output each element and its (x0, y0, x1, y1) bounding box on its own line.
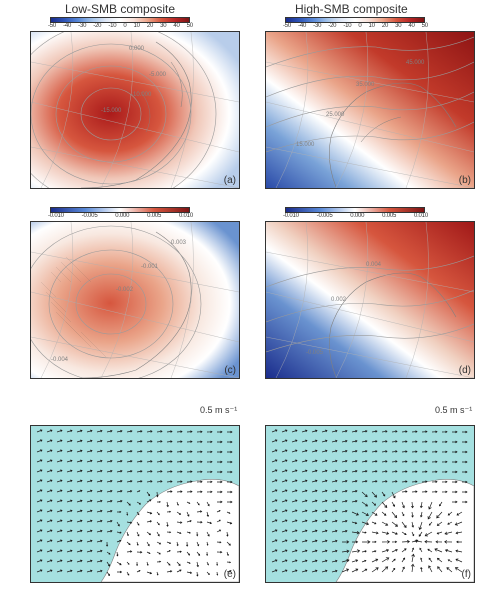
panel-d: 0.004 0.002 -0.005 (d) (265, 221, 475, 379)
panel-b: 15.000 25.000 35.000 45.000 (b) (265, 31, 475, 189)
panel-a: 0.000 -5.000 -10.000 -15.000 (a) (30, 31, 240, 189)
colorbar-row2-left-ticks: -0.010-0.0050.0000.0050.010 (48, 213, 193, 219)
panel-c: 0.003 -0.001 -0.002 -0.004 (c) (30, 221, 240, 379)
panel-b-svg (266, 32, 474, 188)
panel-b-label: (b) (459, 175, 471, 186)
panel-f-svg (266, 426, 474, 582)
panel-c-label: (c) (224, 365, 236, 376)
panel-e-svg (31, 426, 239, 582)
panel-d-label: (d) (459, 365, 471, 376)
panel-e: (e) (30, 425, 240, 583)
panel-a-label: (a) (224, 175, 236, 186)
panel-f-label: (f) (462, 569, 471, 580)
panel-d-svg (266, 222, 474, 378)
colorbar-row1-right-ticks: -50-40-30-20-1001020304050 (283, 23, 428, 29)
panel-a-svg (31, 32, 239, 188)
col-title-high: High-SMB composite (295, 2, 408, 16)
colorbar-row1-left-ticks: -50-40-30-20-1001020304050 (48, 23, 193, 29)
panel-c-svg (31, 222, 239, 378)
panel-e-label: (e) (224, 569, 236, 580)
panel-f: (f) (265, 425, 475, 583)
colorbar-row2-right-ticks: -0.010-0.0050.0000.0050.010 (283, 213, 428, 219)
col-title-low: Low-SMB composite (65, 2, 175, 16)
